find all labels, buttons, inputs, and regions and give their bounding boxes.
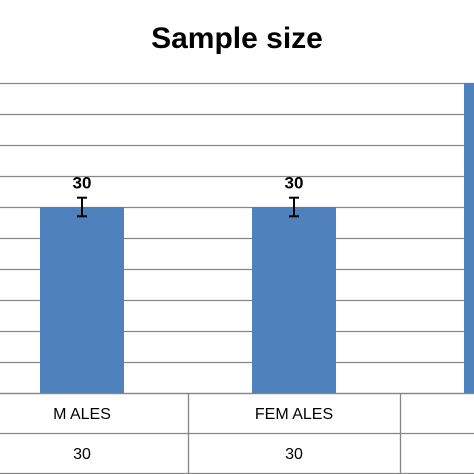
- chart-title: Sample size: [151, 22, 323, 55]
- table-cell: 30: [73, 446, 91, 463]
- data-table: M ALES FEM ALES 30 30: [0, 392, 474, 474]
- category-label: M ALES: [53, 406, 111, 423]
- category-label: FEM ALES: [255, 406, 333, 423]
- table-cell: 30: [285, 446, 303, 463]
- bar: [40, 207, 124, 393]
- bar: [464, 83, 474, 393]
- bars: [40, 83, 474, 393]
- data-labels: 30 30: [73, 174, 304, 193]
- data-label: 30: [285, 174, 304, 193]
- bar: [252, 207, 336, 393]
- data-label: 30: [73, 174, 92, 193]
